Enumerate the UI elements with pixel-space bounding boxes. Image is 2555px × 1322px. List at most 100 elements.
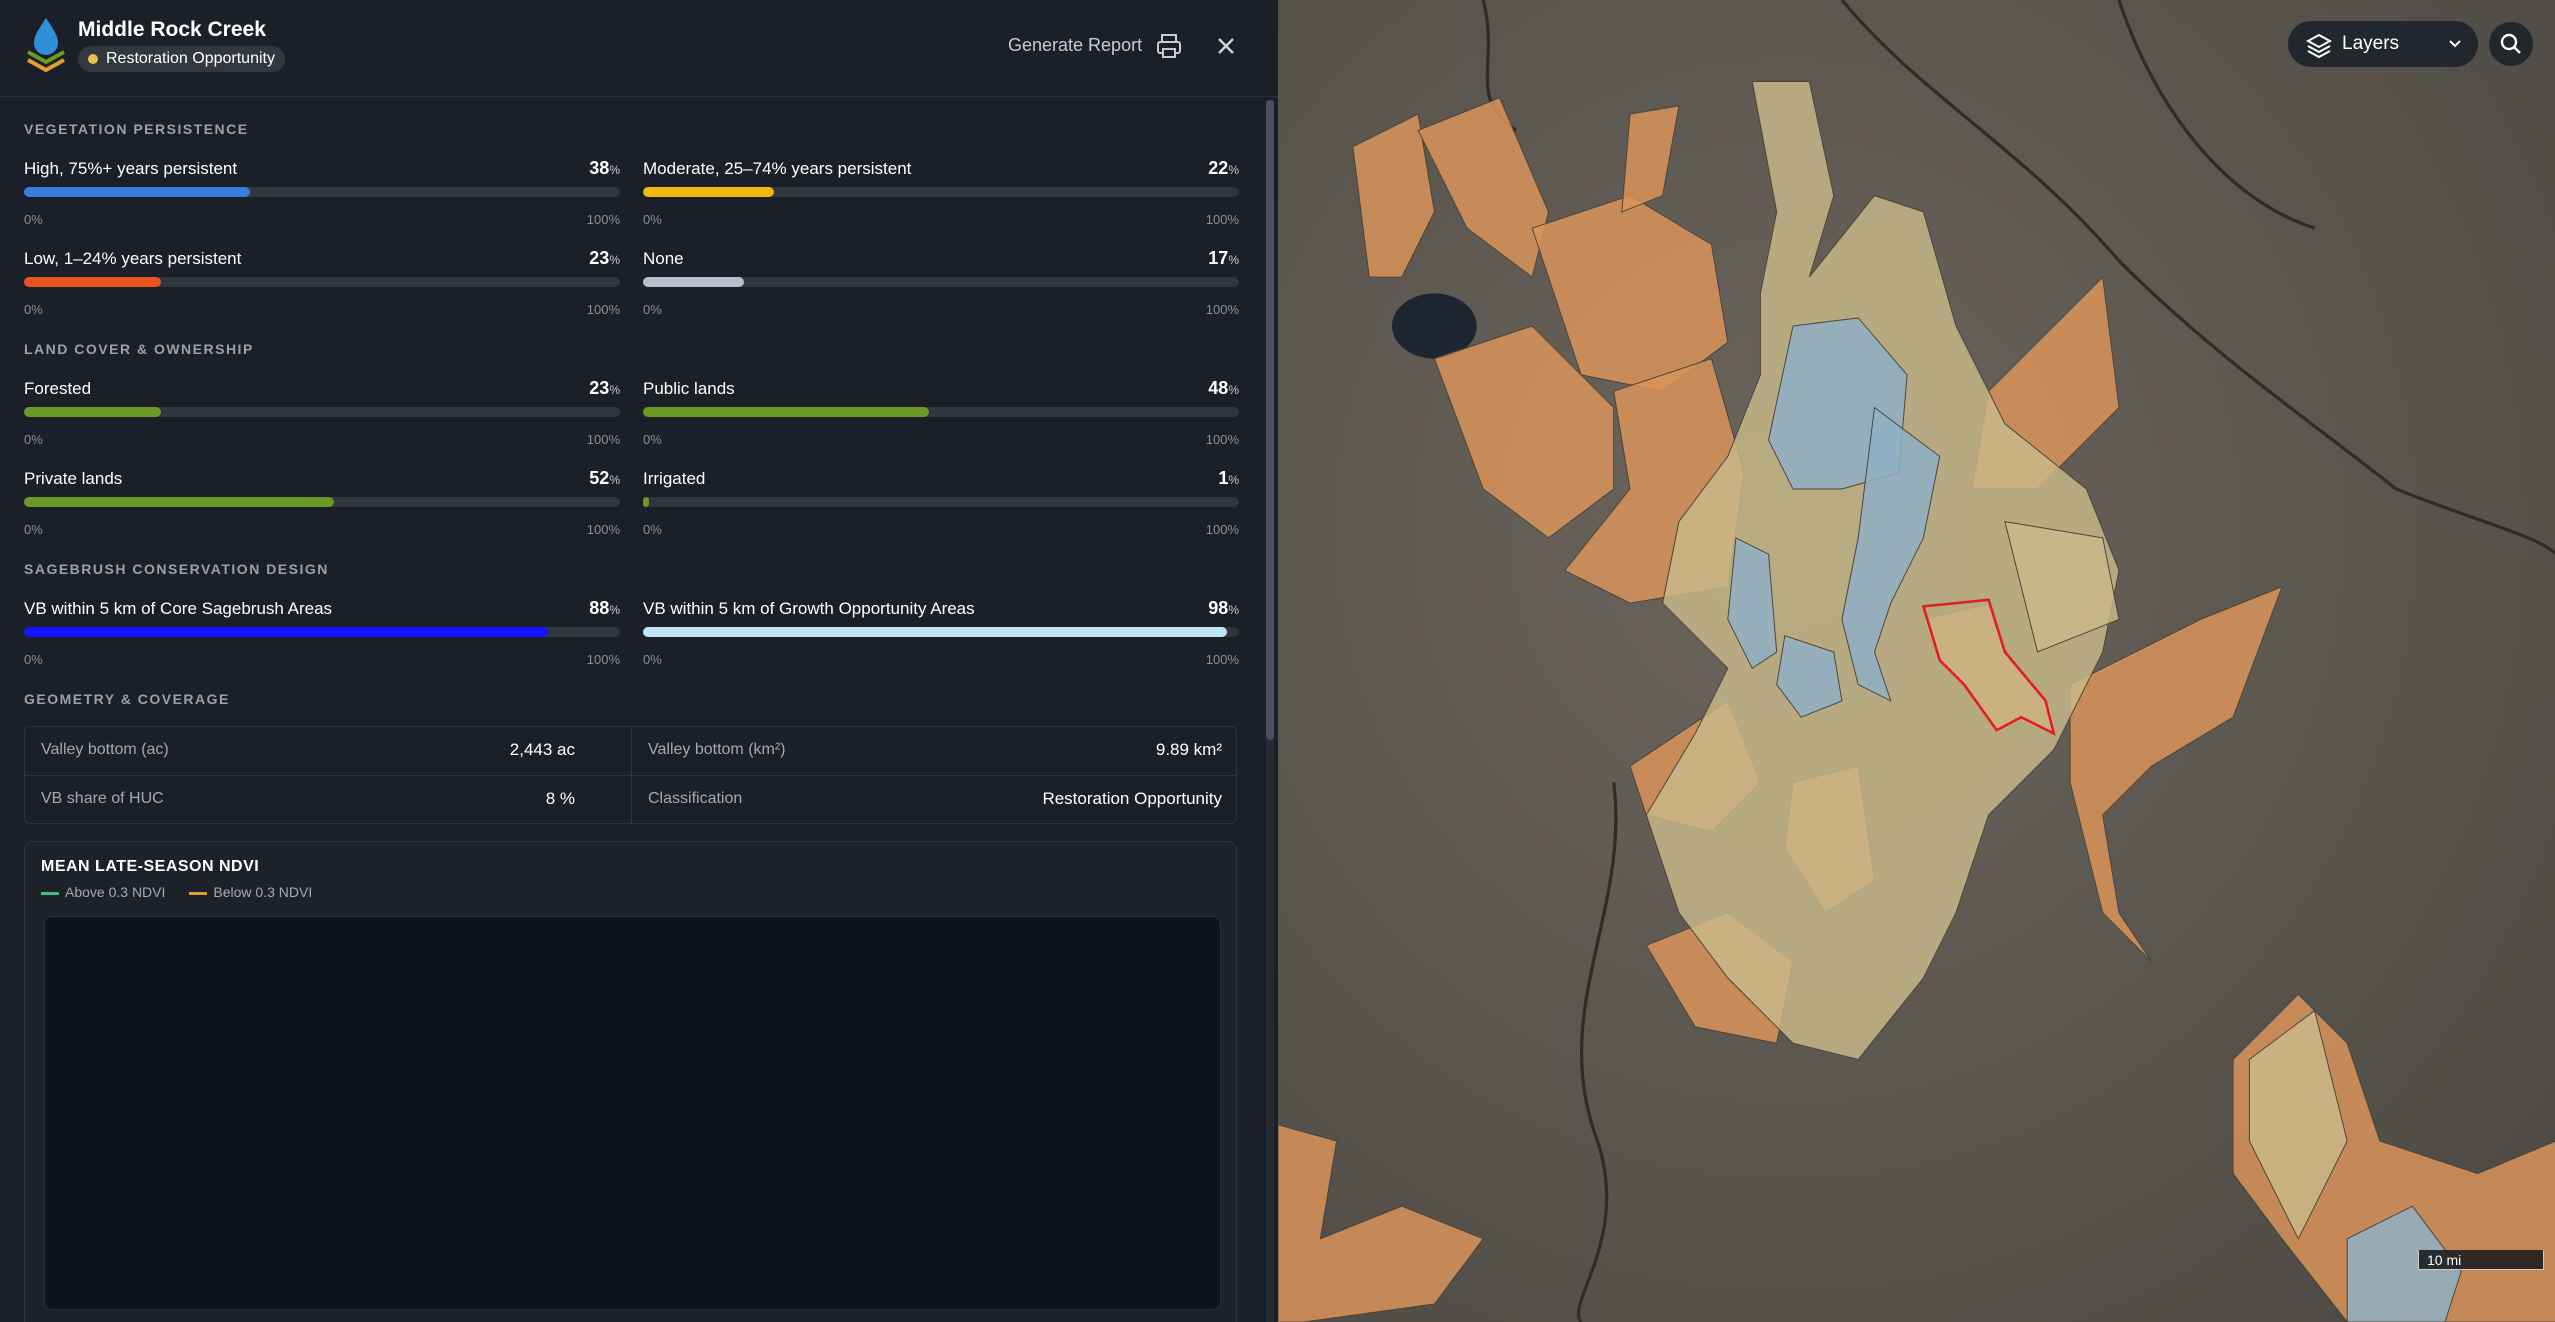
bar-track bbox=[24, 277, 620, 287]
axis-min: 0% bbox=[643, 212, 662, 227]
bar-label: None bbox=[643, 249, 684, 268]
title: Middle Rock Creek bbox=[78, 18, 266, 41]
bar-track bbox=[24, 407, 620, 417]
legend-swatch bbox=[189, 892, 208, 895]
report-text: Generate Report bbox=[1008, 35, 1143, 55]
chevron bbox=[2449, 40, 2461, 48]
section-title: LAND COVER & OWNERSHIP bbox=[24, 341, 254, 357]
value-number: 1 bbox=[1218, 468, 1229, 488]
axis-min: 0% bbox=[643, 652, 662, 667]
cell-value: 9.89 km² bbox=[1155, 740, 1222, 759]
value-number: 52 bbox=[589, 468, 610, 488]
plot-box bbox=[44, 916, 1221, 1310]
selected-unit[interactable] bbox=[1921, 598, 2056, 736]
axis-max: 100% bbox=[586, 302, 620, 317]
axis-max: 100% bbox=[1205, 522, 1239, 537]
bar-value: 38% bbox=[589, 158, 620, 179]
bar-value: 52% bbox=[589, 468, 620, 489]
value-unit: % bbox=[609, 473, 620, 487]
axis-max: 100% bbox=[586, 212, 620, 227]
cell-value: Restoration Opportunity bbox=[1042, 789, 1222, 808]
layers-icon bbox=[2306, 33, 2332, 58]
bar-track bbox=[24, 187, 620, 197]
axis-min: 0% bbox=[643, 302, 662, 317]
value-number: 98 bbox=[1208, 598, 1229, 618]
bar-value: 22% bbox=[1208, 158, 1239, 179]
value-number: 38 bbox=[589, 158, 610, 178]
value-unit: % bbox=[609, 253, 620, 267]
bar-fill bbox=[643, 497, 649, 507]
bar-label: Low, 1–24% years persistent bbox=[24, 249, 242, 268]
logo-drop bbox=[34, 18, 58, 55]
blue-units bbox=[1727, 317, 2462, 1322]
bar-label: Private lands bbox=[24, 469, 123, 488]
lake bbox=[1392, 293, 1477, 359]
bar-label: High, 75%+ years persistent bbox=[24, 159, 238, 178]
value-number: 23 bbox=[589, 248, 610, 268]
bar-value: 48% bbox=[1208, 378, 1239, 399]
bar-track bbox=[643, 407, 1239, 417]
scale-bar: 10 mi bbox=[2418, 1250, 2544, 1270]
section-title: SAGEBRUSH CONSERVATION DESIGN bbox=[24, 561, 329, 577]
cell-label: Valley bottom (ac) bbox=[41, 741, 169, 758]
bar-fill bbox=[24, 627, 549, 637]
row-divider bbox=[24, 775, 1237, 776]
value-unit: % bbox=[609, 603, 620, 617]
bar-value: 23% bbox=[589, 378, 620, 399]
legend-label: Below 0.3 NDVI bbox=[213, 884, 313, 900]
cell-label: Classification bbox=[648, 790, 743, 807]
value-number: 17 bbox=[1208, 248, 1229, 268]
layers-button[interactable]: Layers bbox=[2288, 21, 2478, 67]
axis-max: 100% bbox=[1205, 652, 1239, 667]
axis-min: 0% bbox=[24, 212, 43, 227]
axis-min: 0% bbox=[643, 432, 662, 447]
bar-value: 88% bbox=[589, 598, 620, 619]
bar-fill bbox=[643, 407, 930, 417]
value-number: 22 bbox=[1208, 158, 1229, 178]
bar-label: Public lands bbox=[643, 379, 735, 398]
scrollbar-thumb[interactable] bbox=[1266, 100, 1274, 740]
bar-value: 1% bbox=[1218, 468, 1239, 489]
bar-fill bbox=[643, 277, 745, 287]
axis-max: 100% bbox=[586, 652, 620, 667]
value-unit: % bbox=[1228, 603, 1239, 617]
search-button[interactable] bbox=[2489, 22, 2533, 66]
bar-label: VB within 5 km of Core Sagebrush Areas bbox=[24, 599, 333, 618]
value-number: 23 bbox=[589, 378, 610, 398]
axis-max: 100% bbox=[1205, 212, 1239, 227]
badge-text: Restoration Opportunity bbox=[106, 50, 275, 67]
bar-label: VB within 5 km of Growth Opportunity Are… bbox=[643, 599, 975, 618]
bar-fill bbox=[24, 407, 162, 417]
cell-label: VB share of HUC bbox=[41, 790, 164, 807]
value-unit: % bbox=[609, 163, 620, 177]
value-number: 48 bbox=[1208, 378, 1229, 398]
axis-min: 0% bbox=[24, 522, 43, 537]
axis-min: 0% bbox=[24, 432, 43, 447]
bar-value: 23% bbox=[589, 248, 620, 269]
chart-title: MEAN LATE-SEASON NDVI bbox=[41, 858, 260, 875]
legend-label: Above 0.3 NDVI bbox=[65, 884, 166, 900]
bar-track bbox=[643, 497, 1239, 507]
axis-max: 100% bbox=[1205, 302, 1239, 317]
search-icon bbox=[2500, 33, 2521, 54]
bar-fill bbox=[24, 187, 251, 197]
generate-report[interactable]: Generate Report bbox=[1008, 30, 1183, 60]
river bbox=[1481, 0, 2555, 1322]
bar-fill bbox=[24, 277, 162, 287]
value-unit: % bbox=[1228, 163, 1239, 177]
logo-chevron bbox=[27, 58, 65, 73]
cell-value: 2,443 ac bbox=[509, 740, 575, 759]
bar-label: Forested bbox=[24, 379, 92, 398]
logo-chevron bbox=[27, 50, 65, 65]
value-unit: % bbox=[1228, 253, 1239, 267]
legend-swatch bbox=[41, 892, 59, 895]
section-title: VEGETATION PERSISTENCE bbox=[24, 121, 249, 137]
axis-max: 100% bbox=[586, 522, 620, 537]
close-button[interactable] bbox=[1214, 34, 1238, 58]
axis-max: 100% bbox=[586, 432, 620, 447]
map[interactable]: Layers 10 mi bbox=[1278, 0, 2555, 1322]
bar-track bbox=[643, 277, 1239, 287]
bar-track bbox=[643, 187, 1239, 197]
axis-max: 100% bbox=[1205, 432, 1239, 447]
